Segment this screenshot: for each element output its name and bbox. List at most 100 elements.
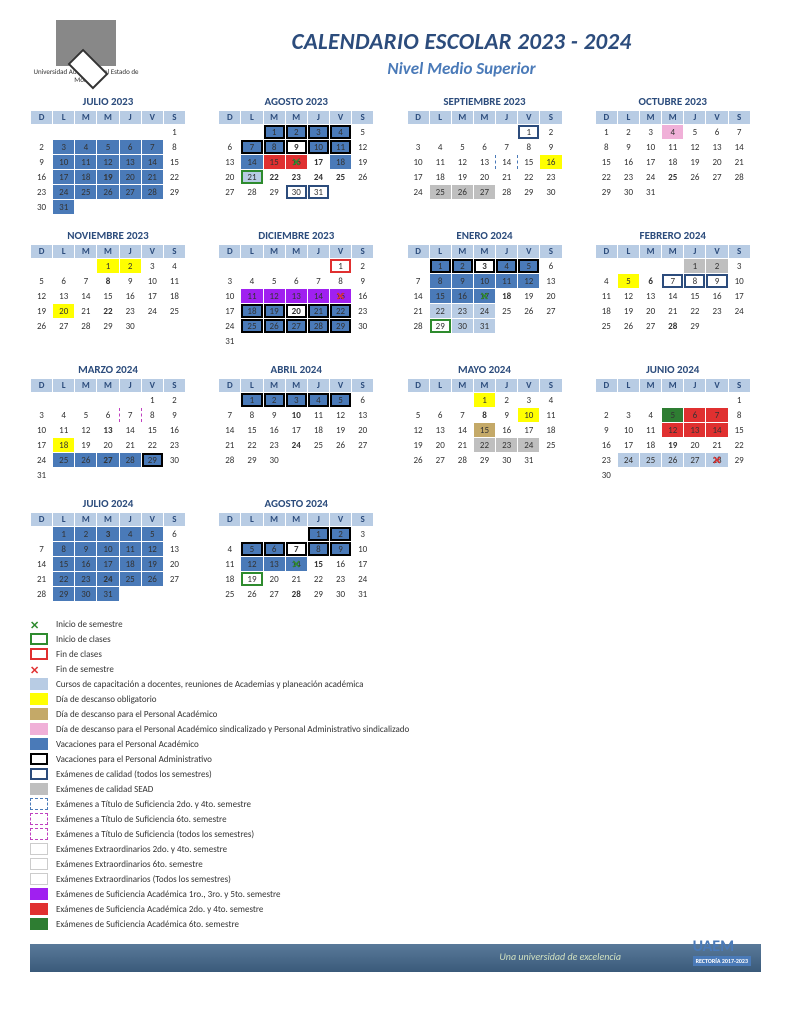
- day-cell: [163, 319, 185, 334]
- day-cell: 16: [163, 423, 185, 438]
- day-header: M: [75, 245, 97, 259]
- day-cell: 12: [518, 274, 540, 289]
- day-cell: 15: [595, 155, 617, 170]
- day-cell: 18: [219, 572, 241, 587]
- day-cell: 15: [53, 557, 75, 572]
- legend-swatch: [30, 648, 48, 660]
- month-6: ENERO 2024DLMMJVS12345678910111213141516…: [407, 229, 563, 349]
- day-header: M: [640, 379, 662, 393]
- legend-text: Exámenes a Título de Suficiencia (todos …: [56, 829, 254, 840]
- day-cell: 20: [97, 438, 119, 453]
- month-name: JULIO 2024: [30, 497, 186, 510]
- day-cell: 22: [141, 438, 163, 453]
- day-header: D: [31, 513, 53, 527]
- day-cell: [119, 468, 141, 483]
- day-cell: 23: [163, 438, 185, 453]
- day-header: M: [285, 379, 307, 393]
- uaem-sub: RECTORÍA 2017-2023: [693, 956, 751, 966]
- day-cell: 18: [241, 304, 263, 319]
- day-cell: 15: [263, 155, 285, 170]
- day-cell: 15: [163, 155, 185, 170]
- day-cell: 17: [219, 304, 241, 319]
- day-cell: 13: [263, 557, 285, 572]
- legend-row: Día de descanso para el Personal Académi…: [30, 723, 761, 735]
- day-header: M: [263, 245, 285, 259]
- day-header: S: [728, 245, 750, 259]
- day-cell: 21: [219, 438, 241, 453]
- day-cell: 18: [329, 155, 351, 170]
- day-cell: 24: [307, 170, 329, 185]
- day-header: M: [285, 111, 307, 125]
- day-cell: [75, 259, 97, 274]
- month-table: DLMMJVS123456789101112131415161718192021…: [30, 512, 186, 602]
- day-cell: 21: [662, 304, 684, 319]
- day-header: M: [97, 379, 119, 393]
- day-header: L: [429, 379, 451, 393]
- day-cell: 25: [540, 438, 562, 453]
- day-cell: 17: [352, 557, 374, 572]
- day-cell: [163, 468, 185, 483]
- month-name: SEPTIEMBRE 2023: [407, 95, 563, 108]
- month-8: MARZO 2024DLMMJVS12345678910111213141516…: [30, 363, 186, 483]
- day-cell: 21: [451, 438, 473, 453]
- day-cell: 28: [662, 319, 684, 334]
- day-cell: [285, 527, 307, 542]
- month-10: MAYO 2024DLMMJVS123456789101112131415161…: [407, 363, 563, 483]
- day-cell: 22: [163, 170, 185, 185]
- day-cell: 31: [518, 453, 540, 468]
- day-cell: 10: [97, 542, 119, 557]
- day-cell: [684, 468, 706, 483]
- legend-row: Exámenes a Título de Suficiencia 6to. se…: [30, 813, 761, 825]
- day-cell: 6: [53, 274, 75, 289]
- day-cell: 26: [241, 587, 263, 602]
- legend-row: Exámenes de Suficiencia Académica 1ro., …: [30, 888, 761, 900]
- day-cell: 3: [640, 125, 662, 140]
- day-cell: 18: [595, 304, 617, 319]
- day-header: J: [307, 513, 329, 527]
- day-cell: 20: [473, 170, 495, 185]
- day-cell: 5: [518, 259, 540, 274]
- day-cell: 1: [518, 125, 540, 140]
- day-cell: 5: [662, 408, 684, 423]
- day-cell: 15: [141, 423, 163, 438]
- day-header: J: [496, 379, 518, 393]
- day-cell: [285, 334, 307, 349]
- legend-text: Inicio de clases: [56, 634, 111, 645]
- day-cell: 3: [518, 393, 540, 408]
- day-cell: 8: [307, 542, 329, 557]
- day-cell: 24: [31, 453, 53, 468]
- day-header: S: [352, 245, 374, 259]
- day-cell: 10: [640, 140, 662, 155]
- day-cell: 25: [662, 170, 684, 185]
- day-cell: 22: [97, 304, 119, 319]
- legend-swatch: [30, 678, 48, 690]
- day-cell: [219, 259, 241, 274]
- day-header: M: [473, 379, 495, 393]
- day-cell: 18: [540, 423, 562, 438]
- day-cell: 3: [352, 527, 374, 542]
- month-name: NOVIEMBRE 2023: [30, 229, 186, 242]
- day-cell: 18: [53, 438, 75, 453]
- day-cell: 24: [407, 185, 429, 200]
- day-cell: 4: [540, 393, 562, 408]
- day-cell: 26: [31, 319, 53, 334]
- day-cell: 8: [728, 408, 750, 423]
- day-header: S: [352, 379, 374, 393]
- day-cell: 8: [429, 274, 451, 289]
- day-cell: 14: [307, 289, 329, 304]
- day-cell: [53, 125, 75, 140]
- day-cell: 29: [684, 319, 706, 334]
- day-cell: [119, 587, 141, 602]
- day-cell: 28: [31, 587, 53, 602]
- day-header: L: [53, 379, 75, 393]
- month-name: DICIEMBRE 2023: [218, 229, 374, 242]
- day-cell: 21: [496, 170, 518, 185]
- day-header: V: [518, 245, 540, 259]
- day-header: S: [540, 111, 562, 125]
- day-cell: 9: [706, 274, 728, 289]
- day-header: D: [407, 379, 429, 393]
- day-cell: 23: [263, 438, 285, 453]
- day-cell: 14: [407, 289, 429, 304]
- month-12: JULIO 2024 DLMMJVS12345678910111213141516…: [30, 497, 186, 602]
- day-cell: 29: [141, 453, 163, 468]
